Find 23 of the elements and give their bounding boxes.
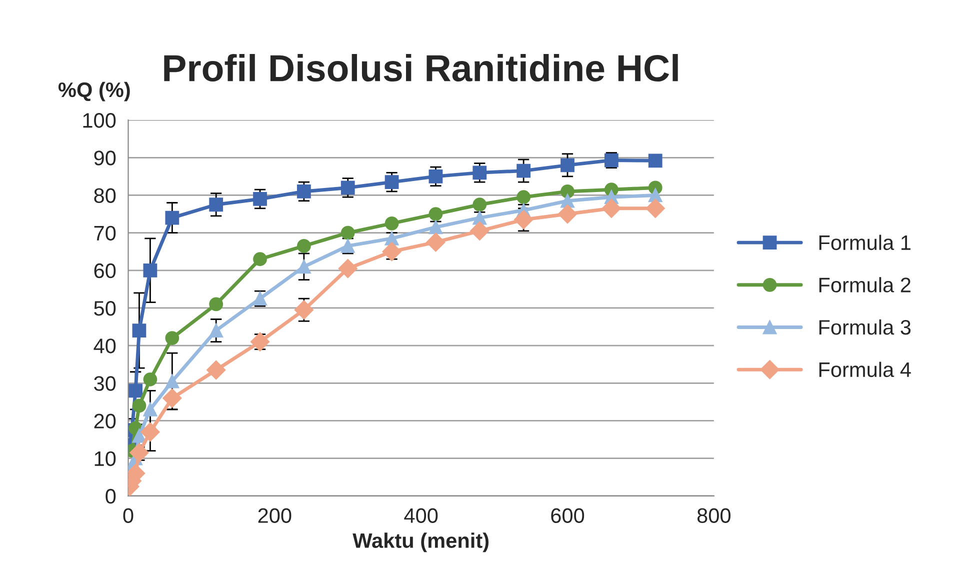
y-tick-label: 30 [94, 376, 116, 391]
x-tick-label: 200 [258, 508, 292, 524]
y-tick-label: 50 [94, 300, 116, 316]
x-tick-label: 400 [404, 508, 438, 524]
y-tick-label: 40 [94, 338, 116, 354]
y-tick-label: 60 [94, 263, 116, 278]
legend-label: Formula 2 [819, 277, 910, 292]
legend-label: Formula 4 [819, 362, 911, 378]
y-axis-title: %Q (%) [58, 82, 130, 102]
chart-title: Profil Disolusi Ranitidine HCl [164, 54, 678, 82]
y-tick-label: 10 [94, 451, 116, 466]
legend-label: Formula 3 [819, 319, 911, 335]
y-tick-label: 0 [106, 488, 116, 504]
x-axis-title: Waktu (menit) [352, 532, 489, 552]
legend-label: Formula 1 [819, 234, 910, 250]
x-tick-label: 800 [697, 508, 730, 524]
x-tick-label: 0 [123, 508, 134, 524]
y-tick-label: 90 [94, 150, 116, 166]
y-tick-label: 80 [94, 188, 116, 203]
x-tick-label: 600 [551, 508, 584, 524]
y-tick-label: 70 [94, 226, 116, 241]
y-tick-label: 20 [94, 414, 116, 428]
y-tick-label: 100 [83, 113, 116, 128]
